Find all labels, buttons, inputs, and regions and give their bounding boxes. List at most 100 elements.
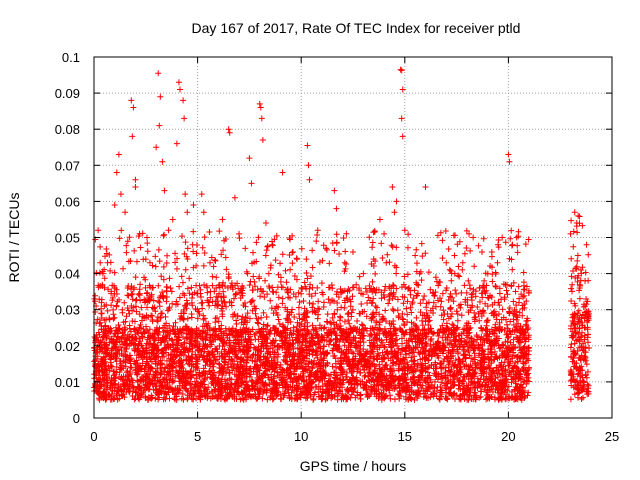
data-point xyxy=(525,287,532,294)
data-point xyxy=(370,229,377,236)
data-point xyxy=(372,289,379,296)
data-point xyxy=(138,333,145,340)
data-point xyxy=(124,368,131,375)
data-point xyxy=(308,293,315,300)
data-point xyxy=(352,355,359,362)
data-point xyxy=(279,371,286,378)
data-point xyxy=(395,391,402,398)
data-point xyxy=(197,293,204,300)
data-point xyxy=(406,284,413,291)
data-point xyxy=(295,338,302,345)
data-point xyxy=(313,371,320,378)
data-point xyxy=(253,258,260,265)
data-point xyxy=(197,286,204,293)
data-point xyxy=(387,380,394,387)
data-point xyxy=(467,285,474,292)
data-point xyxy=(247,333,254,340)
data-point xyxy=(213,284,220,291)
data-point xyxy=(221,299,228,306)
data-point xyxy=(133,352,140,359)
data-point xyxy=(404,298,411,305)
data-point xyxy=(201,348,208,355)
data-point xyxy=(192,333,199,340)
data-point xyxy=(102,358,109,365)
data-point xyxy=(401,273,408,280)
data-point xyxy=(229,286,236,293)
data-point xyxy=(437,365,444,372)
data-point xyxy=(523,298,530,305)
data-point xyxy=(250,249,257,256)
data-point xyxy=(390,377,397,384)
data-point xyxy=(205,299,212,306)
data-point xyxy=(461,250,468,257)
data-point xyxy=(138,384,145,391)
data-point xyxy=(522,321,529,328)
data-point xyxy=(282,352,289,359)
data-point xyxy=(422,250,429,257)
data-point xyxy=(320,325,327,332)
data-point xyxy=(174,326,181,333)
data-point xyxy=(438,379,445,386)
data-point xyxy=(120,319,127,326)
data-point xyxy=(184,300,191,307)
data-point xyxy=(165,368,172,375)
data-point xyxy=(464,302,471,309)
data-point xyxy=(510,336,517,343)
data-point xyxy=(228,381,235,388)
data-point xyxy=(120,265,127,272)
data-point xyxy=(296,299,303,306)
data-point xyxy=(393,270,400,277)
data-point xyxy=(418,277,425,284)
data-point xyxy=(311,357,318,364)
data-point xyxy=(220,288,227,295)
data-point xyxy=(499,371,506,378)
data-point xyxy=(523,371,530,378)
data-point xyxy=(405,231,412,238)
data-point xyxy=(400,355,407,362)
data-point xyxy=(412,338,419,345)
data-point xyxy=(206,302,213,309)
data-point xyxy=(145,394,152,401)
data-point xyxy=(444,334,451,341)
data-point xyxy=(163,283,170,290)
data-point xyxy=(201,375,208,382)
data-point xyxy=(400,316,407,323)
data-point xyxy=(478,313,485,320)
data-point xyxy=(246,336,253,343)
data-point xyxy=(509,327,516,334)
data-point xyxy=(346,320,353,327)
data-point xyxy=(463,245,470,251)
data-point xyxy=(440,340,447,347)
data-point xyxy=(222,254,229,261)
data-point xyxy=(436,346,443,353)
data-point xyxy=(468,335,475,342)
data-point xyxy=(218,297,225,304)
data-point xyxy=(408,335,415,342)
data-point xyxy=(194,356,201,363)
data-point xyxy=(476,317,483,324)
data-point xyxy=(179,361,186,368)
data-point xyxy=(482,326,489,333)
data-point xyxy=(341,268,348,275)
data-point xyxy=(419,312,426,319)
data-point xyxy=(337,313,344,320)
data-point xyxy=(179,382,186,389)
data-point xyxy=(526,347,533,354)
data-point xyxy=(455,263,462,270)
data-point xyxy=(373,286,380,293)
data-point xyxy=(264,322,271,329)
data-point xyxy=(336,363,343,370)
data-point xyxy=(503,395,510,402)
data-point xyxy=(303,391,310,398)
data-point xyxy=(224,391,231,398)
data-point xyxy=(495,311,502,318)
data-point xyxy=(402,393,409,400)
data-point xyxy=(391,262,398,269)
data-point xyxy=(155,346,162,353)
data-point xyxy=(208,349,215,356)
data-point xyxy=(417,300,424,307)
data-point xyxy=(307,340,314,347)
data-point xyxy=(348,391,355,398)
data-point xyxy=(409,300,416,307)
data-point xyxy=(146,371,153,378)
